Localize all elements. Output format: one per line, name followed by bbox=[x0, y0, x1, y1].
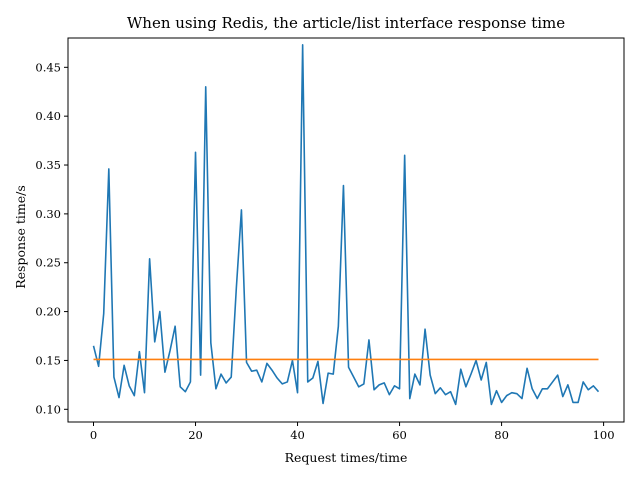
y-tick-label: 0.45 bbox=[35, 60, 61, 74]
x-axis-label: Request times/time bbox=[285, 450, 408, 465]
y-tick-label: 0.35 bbox=[35, 158, 61, 172]
y-tick-label: 0.15 bbox=[35, 353, 61, 367]
y-tick-label: 0.30 bbox=[35, 207, 61, 221]
plot-frame bbox=[67, 37, 625, 423]
response-time-series-line bbox=[92, 44, 600, 406]
x-tick-label: 60 bbox=[392, 428, 407, 442]
y-tick-label: 0.40 bbox=[35, 109, 61, 123]
x-tick-label: 80 bbox=[494, 428, 509, 442]
chart-title: When using Redis, the article/list inter… bbox=[127, 14, 565, 32]
plot-area bbox=[92, 44, 600, 406]
x-tick-label: 0 bbox=[90, 428, 97, 442]
x-tick-label: 100 bbox=[593, 428, 615, 442]
y-tick-label: 0.25 bbox=[35, 256, 61, 270]
y-tick-label: 0.10 bbox=[35, 402, 61, 416]
y-tick-label: 0.20 bbox=[35, 305, 61, 319]
axis-ticks: 0 20 40 60 80 100 0.10 0.15 0.20 0.25 0.30 0.35 0.40… bbox=[35, 60, 614, 442]
x-tick-label: 20 bbox=[188, 428, 203, 442]
x-tick-label: 40 bbox=[290, 428, 305, 442]
y-axis-label: Response time/s bbox=[13, 185, 28, 289]
